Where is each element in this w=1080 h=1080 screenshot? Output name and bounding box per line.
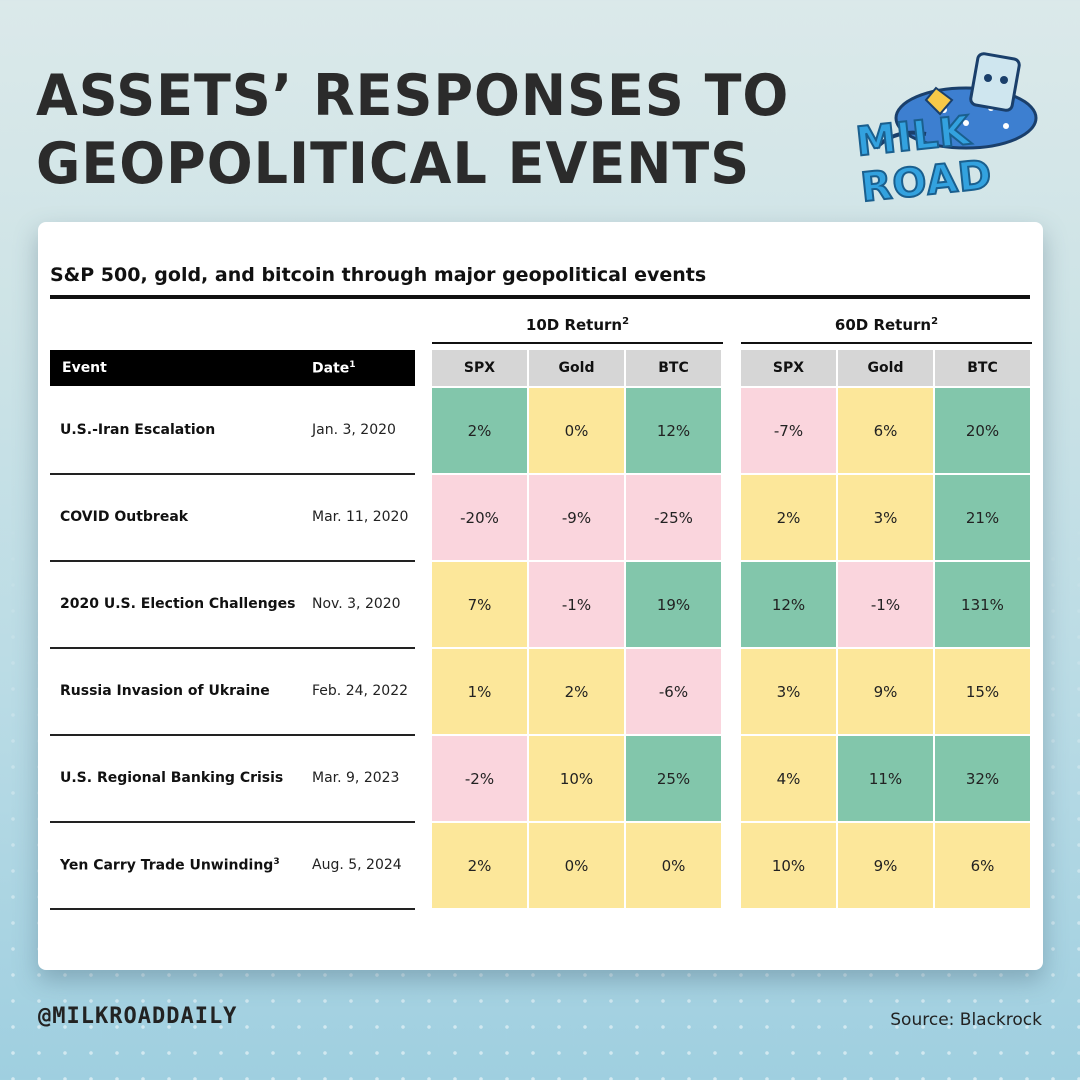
chart-title: S&P 500, gold, and bitcoin through major… [50, 264, 707, 286]
table-cell: 2% [432, 823, 529, 910]
table-cell: 32% [935, 736, 1032, 823]
table-cell: 25% [626, 736, 723, 823]
group-label-text: 60D Return [834, 316, 932, 334]
table-cell: 9% [838, 823, 935, 910]
table-cell: -7% [741, 388, 838, 475]
table-cell: 2% [529, 649, 626, 736]
table-cell: -1% [838, 562, 935, 649]
group-rule-0 [432, 342, 723, 344]
table-cell: 2% [432, 388, 529, 475]
table-row-label: Yen Carry Trade Unwinding3 Aug. 5, 2024 [50, 823, 415, 910]
table-cell: -25% [626, 475, 723, 562]
social-handle: @MILKROADDAILY [38, 1004, 238, 1029]
table-cell: 3% [741, 649, 838, 736]
event-date: Feb. 24, 2022 [312, 683, 409, 699]
event-name: Yen Carry Trade Unwinding3 [60, 857, 280, 874]
table-cell: -6% [626, 649, 723, 736]
event-date: Nov. 3, 2020 [312, 596, 401, 612]
event-name: COVID Outbreak [60, 509, 189, 525]
table-row-label: Russia Invasion of Ukraine Feb. 24, 2022 [50, 649, 415, 736]
date-header-label: Date1 [312, 360, 356, 377]
table-cell: 15% [935, 649, 1032, 736]
table-row-label: COVID Outbreak Mar. 11, 2020 [50, 475, 415, 562]
group-label-sup: 2 [931, 316, 939, 327]
event-name: U.S. Regional Banking Crisis [60, 770, 284, 786]
col-head-1-1: Gold [838, 350, 935, 386]
event-header: Event Date1 [50, 350, 415, 386]
table-row-label: 2020 U.S. Election Challenges Nov. 3, 202… [50, 562, 415, 649]
event-date: Mar. 11, 2020 [312, 509, 409, 525]
table-cell: 12% [741, 562, 838, 649]
table-cell: 0% [626, 823, 723, 910]
headline: ASSETS’ RESPONSES TO GEOPOLITICAL EVENTS [36, 62, 796, 198]
event-date: Aug. 5, 2024 [312, 857, 402, 873]
event-date: Mar. 9, 2023 [312, 770, 400, 786]
table-card: S&P 500, gold, and bitcoin through major… [38, 222, 1043, 970]
table-cell: 10% [529, 736, 626, 823]
table-cell: -1% [529, 562, 626, 649]
group-label-0: 10D Return2 [432, 316, 723, 334]
table-cell: -20% [432, 475, 529, 562]
table-cell: 12% [626, 388, 723, 475]
table-cell: 21% [935, 475, 1032, 562]
title-rule [50, 295, 1030, 299]
table-cell: 20% [935, 388, 1032, 475]
event-name: 2020 U.S. Election Challenges [60, 596, 296, 612]
group-label-1: 60D Return2 [741, 316, 1032, 334]
milk-carton-mascot-icon [874, 52, 1038, 150]
table-cell: 9% [838, 649, 935, 736]
table-row-label: U.S.-Iran Escalation Jan. 3, 2020 [50, 388, 415, 475]
table-cell: 1% [432, 649, 529, 736]
col-head-0-0: SPX [432, 350, 529, 386]
footnote-sup: 3 [273, 857, 280, 867]
col-head-0-2: BTC [626, 350, 723, 386]
group-label-sup: 2 [622, 316, 630, 327]
col-head-1-0: SPX [741, 350, 838, 386]
table-cell: 10% [741, 823, 838, 910]
table-cell: 19% [626, 562, 723, 649]
headline-line-1: ASSETS’ RESPONSES TO [36, 62, 790, 129]
col-head-1-2: BTC [935, 350, 1032, 386]
headline-line-2: GEOPOLITICAL EVENTS [36, 129, 751, 197]
event-name: Russia Invasion of Ukraine [60, 683, 270, 699]
table-cell: 131% [935, 562, 1032, 649]
table-cell: 4% [741, 736, 838, 823]
table-cell: 0% [529, 388, 626, 475]
source-note: Source: Blackrock [890, 1010, 1042, 1030]
event-header-label: Event [62, 360, 107, 376]
table-cell: -9% [529, 475, 626, 562]
event-date: Jan. 3, 2020 [312, 422, 396, 438]
table-cell: 6% [838, 388, 935, 475]
col-head-0-1: Gold [529, 350, 626, 386]
group-rule-1 [741, 342, 1032, 344]
table-cell: 3% [838, 475, 935, 562]
table-cell: -2% [432, 736, 529, 823]
table-cell: 7% [432, 562, 529, 649]
table-cell: 6% [935, 823, 1032, 910]
table-row-label: U.S. Regional Banking Crisis Mar. 9, 2023 [50, 736, 415, 823]
date-header-sup: 1 [349, 360, 356, 370]
table-cell: 11% [838, 736, 935, 823]
event-name: U.S.-Iran Escalation [60, 422, 216, 438]
group-label-text: 10D Return [525, 316, 623, 334]
table-cell: 2% [741, 475, 838, 562]
table-cell: 0% [529, 823, 626, 910]
